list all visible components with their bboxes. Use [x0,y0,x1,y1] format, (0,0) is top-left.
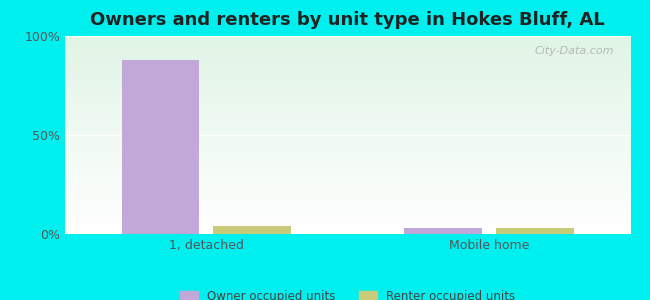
Bar [496,228,574,234]
Legend: Owner occupied units, Renter occupied units: Owner occupied units, Renter occupied un… [180,290,515,300]
Title: Owners and renters by unit type in Hokes Bluff, AL: Owners and renters by unit type in Hokes… [90,11,605,29]
Text: City-Data.com: City-Data.com [534,46,614,56]
Bar [122,60,200,234]
Bar [404,228,482,234]
Bar [213,226,291,234]
